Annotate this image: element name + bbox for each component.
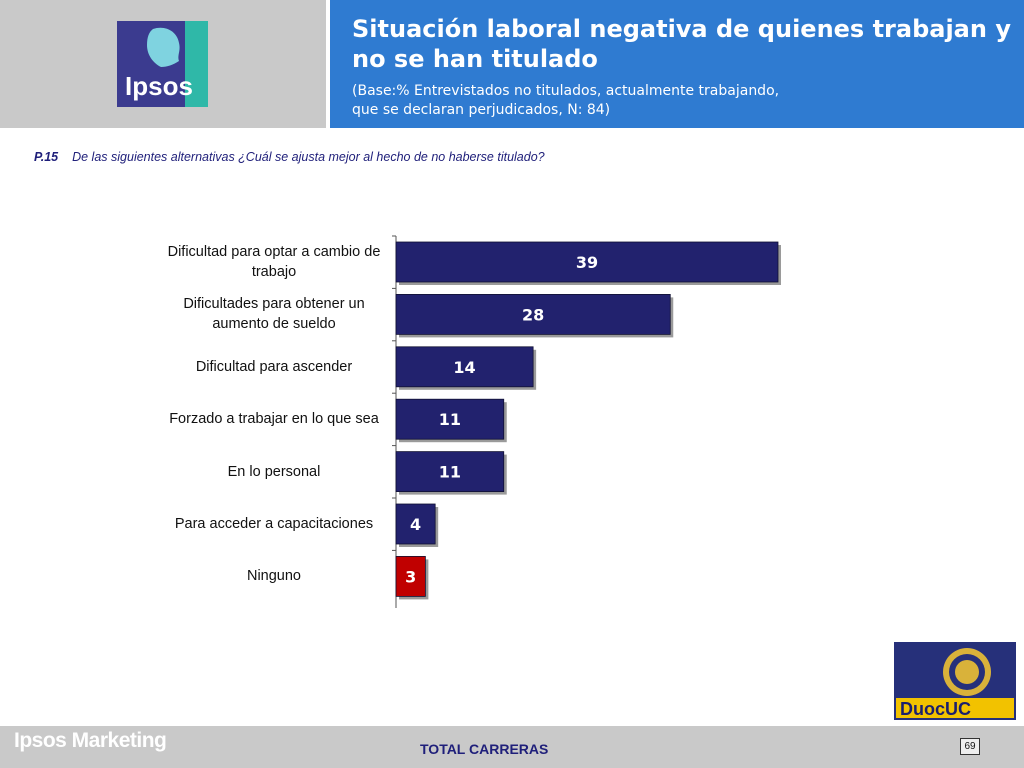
category-label: En lo personal: [227, 463, 321, 480]
category-label: Ninguno: [246, 568, 301, 585]
page-title: Situación laboral negativa de quienes tr…: [352, 15, 1011, 73]
category-label: Dificultad para optar a cambio de trabaj…: [167, 244, 381, 280]
ipsos-logo-text: Ipsos: [125, 71, 193, 101]
data-label: 3: [405, 567, 416, 586]
question-body: De las siguientes alternativas ¿Cuál se …: [72, 150, 545, 164]
page-subtitle: (Base:% Entrevistados no titulados, actu…: [352, 82, 1012, 120]
duoc-logo-text: DuocUC: [900, 699, 971, 719]
category-label: Forzado a trabajar en lo que sea: [169, 411, 379, 428]
question-number: P.15: [34, 150, 59, 164]
data-label: 39: [576, 253, 598, 272]
data-label: 4: [410, 515, 421, 534]
data-label: 11: [439, 410, 461, 429]
bar: [395, 451, 505, 493]
header-title-panel: [330, 0, 1024, 128]
subtitle-line-1: (Base:% Entrevistados no titulados, actu…: [352, 83, 780, 99]
bar: [395, 241, 779, 283]
header-separator: [326, 0, 330, 128]
bar: [395, 346, 534, 388]
question-text: P.15 De las siguientes alternativas ¿Cuál…: [34, 150, 545, 164]
bar: [395, 555, 426, 597]
bar: [395, 503, 436, 545]
footer-brand: Ipsos Marketing: [14, 729, 167, 752]
category-label: Dificultad para ascender: [195, 358, 353, 375]
bar-chart-svg: 39 28 14 11 11 4 3: [392, 235, 781, 608]
ipsos-logo: Ipsos: [117, 21, 208, 107]
bar: [395, 294, 671, 335]
data-label: 14: [453, 358, 475, 377]
subtitle-line-2: que se declaran perjudicados, N: 84): [352, 102, 611, 118]
category-label: Dificultades para obtener un aumento de …: [183, 296, 365, 333]
data-label: 11: [439, 463, 461, 482]
footer-section-label: TOTAL CARRERAS: [420, 741, 549, 757]
bar-chart: 39 28 14 11 11 4 3 Dificultad para optar a cam…: [0, 228, 1024, 608]
bar: [395, 398, 505, 440]
page-number: 69: [960, 738, 980, 755]
footer-bar: [0, 726, 1024, 768]
data-label: 28: [522, 305, 544, 324]
category-label: Para acceder a capacitaciones: [174, 516, 374, 532]
duoc-uc-logo: DuocUC: [894, 642, 1016, 720]
